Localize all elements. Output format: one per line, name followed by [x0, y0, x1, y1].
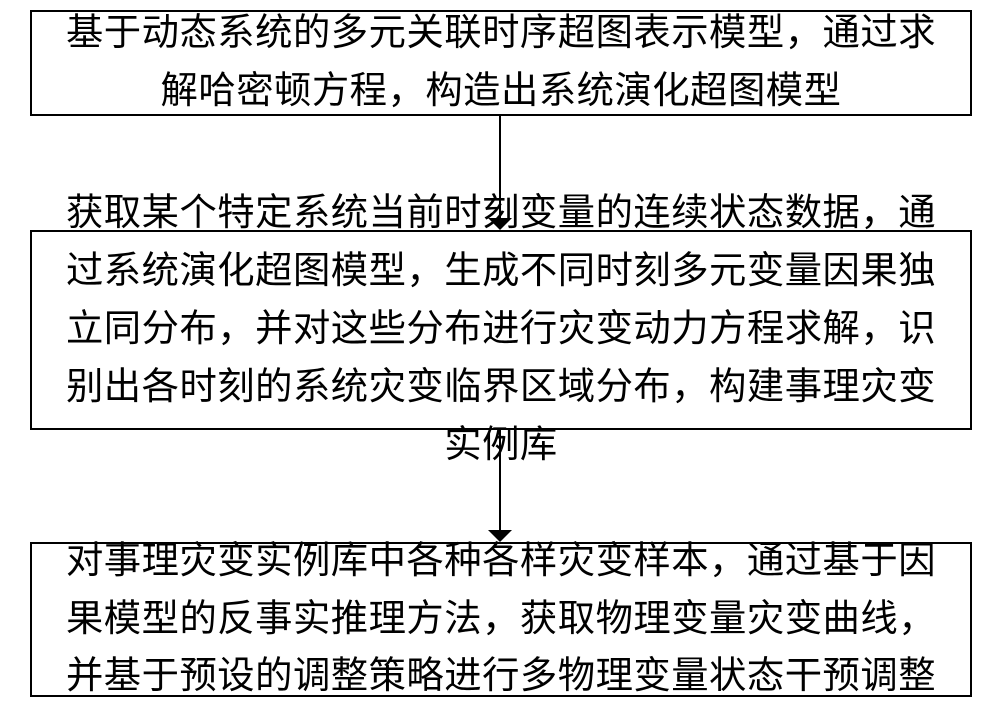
flow-box-3-text: 对事理灾变实例库中各种各样灾变样本，通过基于因果模型的反事实推理方法，获取物理变…	[50, 533, 952, 707]
flow-box-1: 基于动态系统的多元关联时序超图表示模型，通过求解哈密顿方程，构造出系统演化超图模…	[30, 10, 972, 116]
flow-box-3: 对事理灾变实例库中各种各样灾变样本，通过基于因果模型的反事实推理方法，获取物理变…	[30, 542, 972, 697]
flowchart-canvas: 基于动态系统的多元关联时序超图表示模型，通过求解哈密顿方程，构造出系统演化超图模…	[0, 0, 1000, 711]
arrow-2-line	[499, 430, 501, 530]
flow-box-2-text: 获取某个特定系统当前时刻变量的连续状态数据，通过系统演化超图模型，生成不同时刻多…	[50, 185, 952, 474]
flow-box-1-text: 基于动态系统的多元关联时序超图表示模型，通过求解哈密顿方程，构造出系统演化超图模…	[50, 5, 952, 121]
flow-box-2: 获取某个特定系统当前时刻变量的连续状态数据，通过系统演化超图模型，生成不同时刻多…	[30, 230, 972, 430]
